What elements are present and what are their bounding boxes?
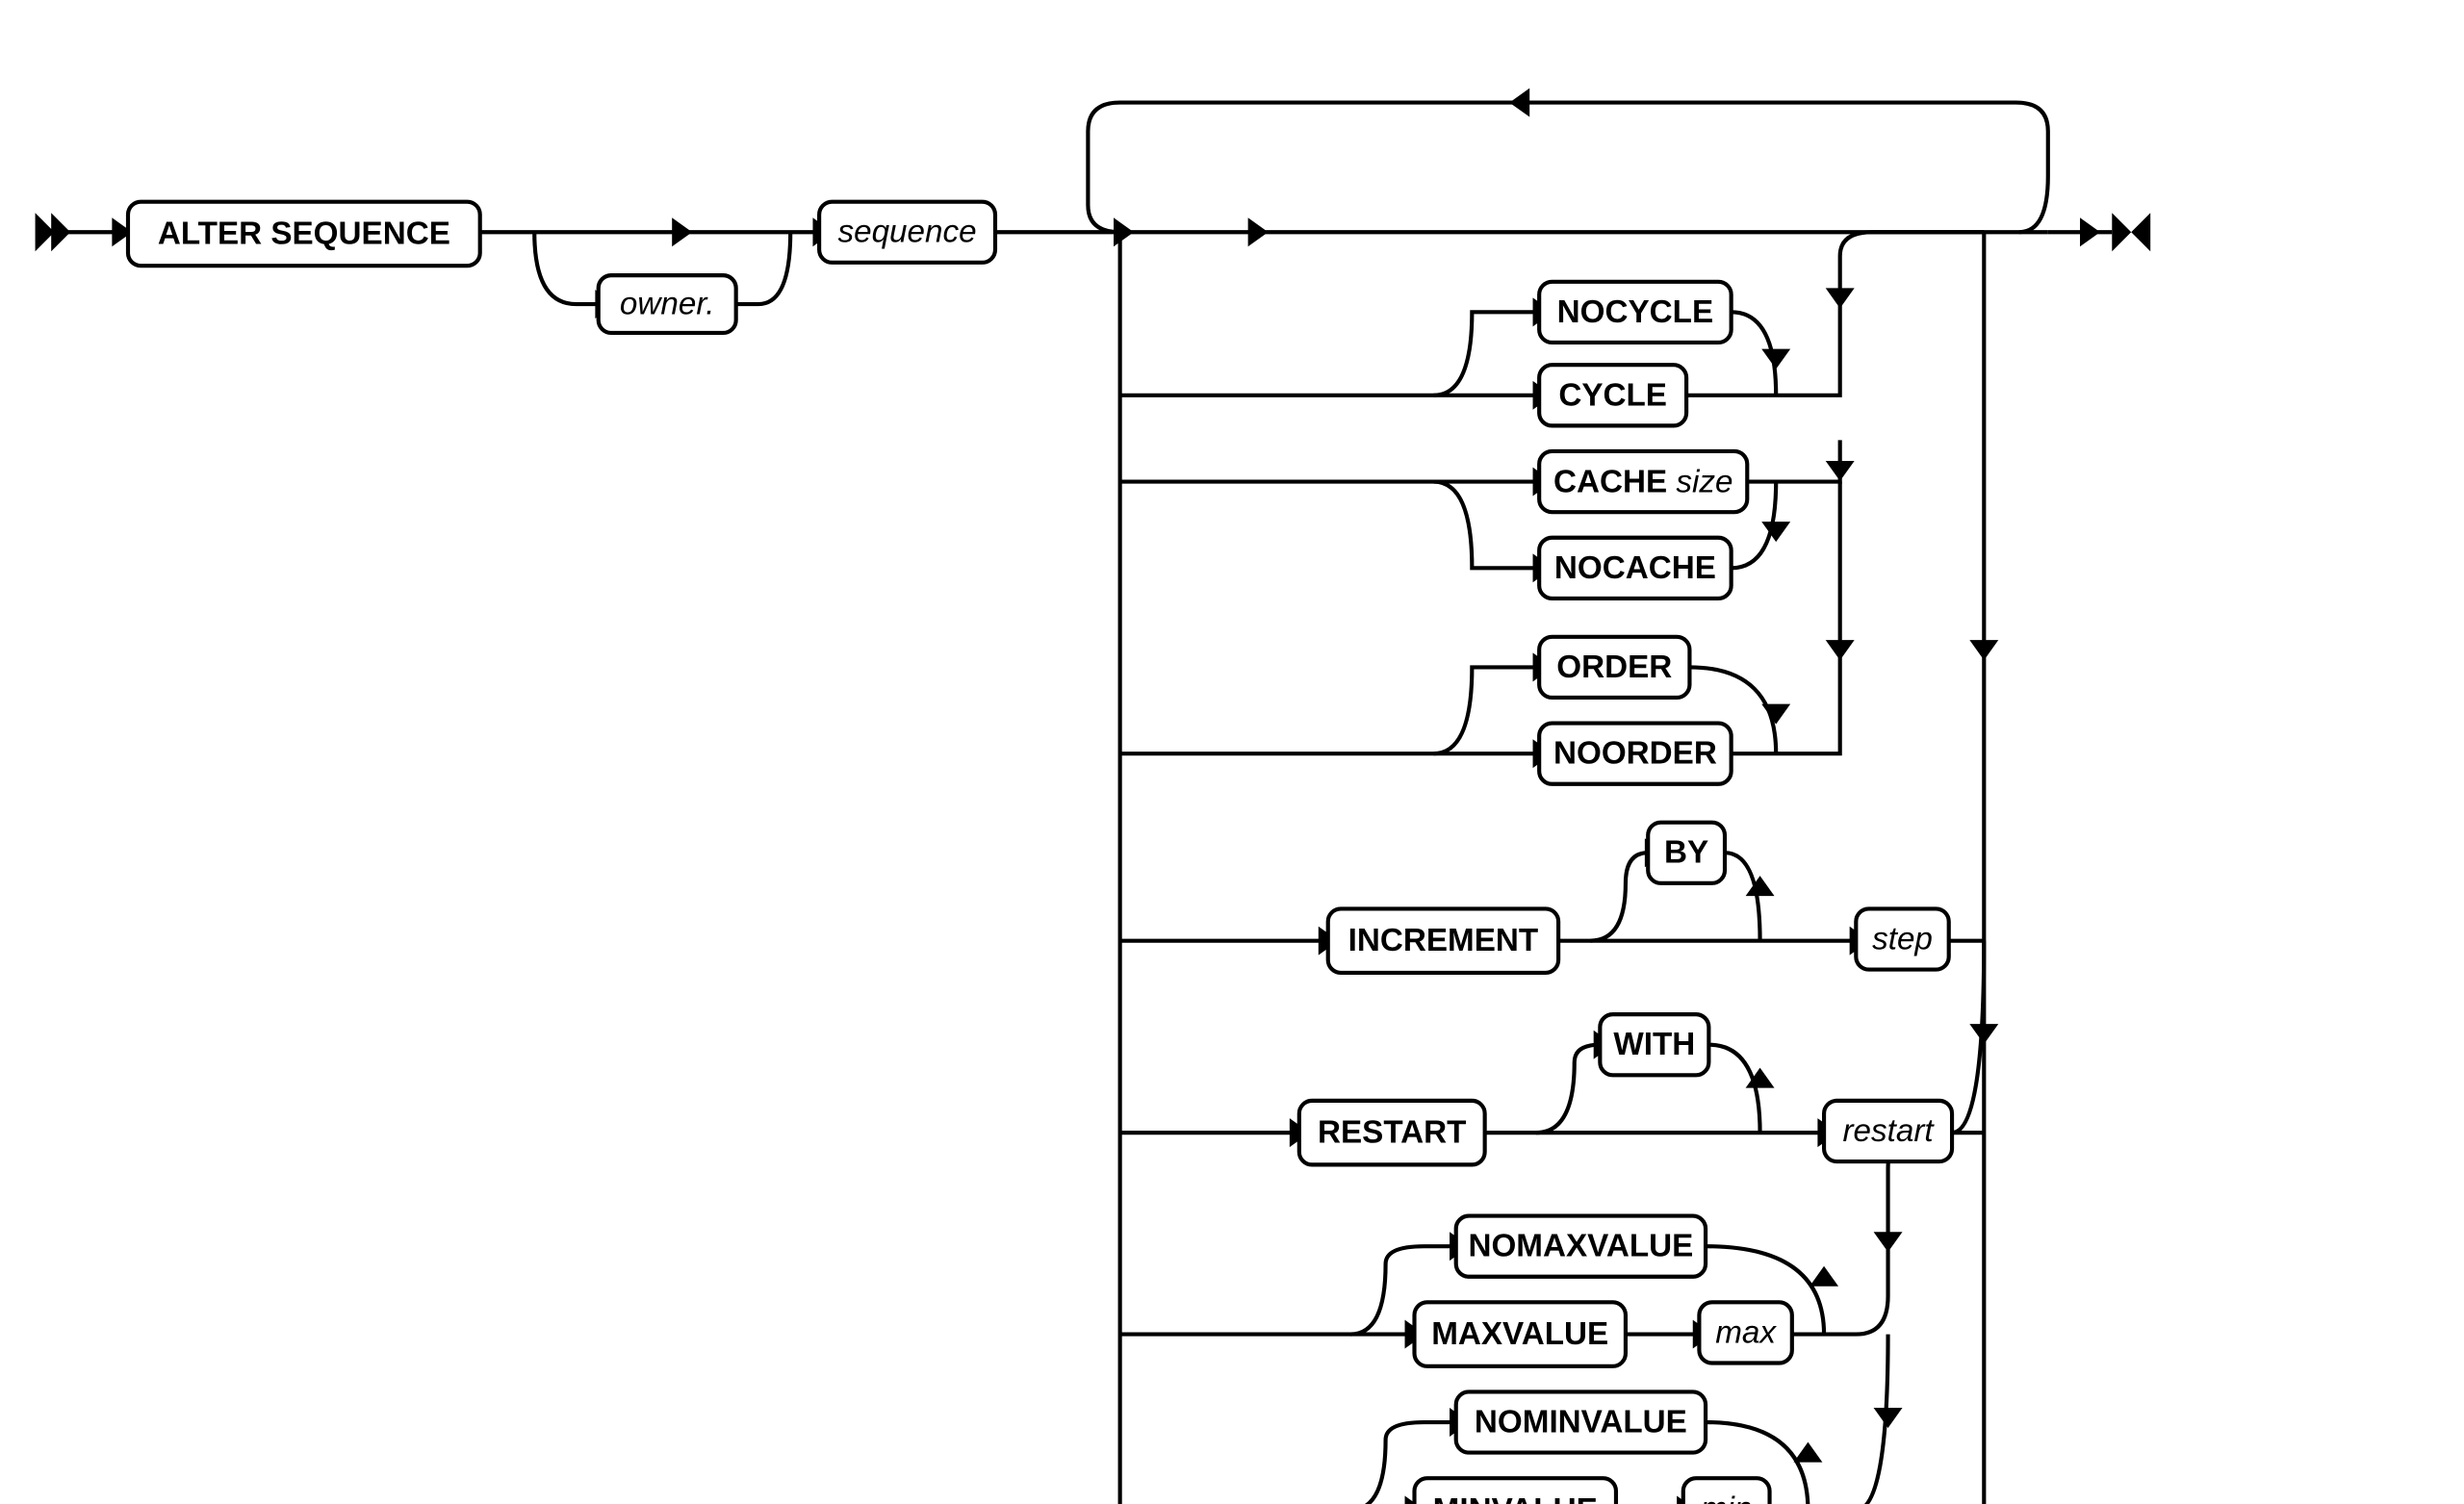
- railroad-diagram: ALTER SEQUENCE owner. sequence NOCYCLE CYCLE…: [0, 0, 2464, 1504]
- node-nocycle: NOCYCLE: [1539, 282, 1731, 343]
- node-label: restart: [1842, 1113, 1935, 1149]
- node-label: NOMINVALUE: [1475, 1405, 1687, 1440]
- node-label: INCREMENT: [1348, 923, 1539, 958]
- arrowhead: [1761, 704, 1790, 725]
- node-label: step: [1872, 921, 1933, 956]
- node-cycle: CYCLE: [1539, 365, 1686, 425]
- arrowhead: [1826, 288, 1855, 308]
- node-label: ORDER: [1556, 650, 1672, 685]
- node-label: max: [1715, 1314, 1777, 1350]
- arrowhead: [1810, 1266, 1838, 1287]
- node-min: min: [1683, 1478, 1770, 1504]
- node-with: WITH: [1600, 1014, 1708, 1075]
- connector: [1708, 1045, 1759, 1133]
- arrowhead: [672, 217, 692, 246]
- node-label: NOCACHE: [1554, 550, 1716, 586]
- connector: [1088, 103, 2047, 233]
- connector: [736, 232, 791, 304]
- node-label: NOCYCLE: [1557, 294, 1714, 330]
- connector: [1433, 667, 1539, 753]
- node-label: min: [1701, 1491, 1753, 1504]
- node-label: owner.: [620, 287, 715, 322]
- connector: [1920, 232, 1984, 1504]
- arrowhead: [1746, 876, 1775, 896]
- arrowhead: [1969, 640, 1998, 660]
- connector: [1433, 482, 1539, 569]
- node-owner: owner.: [599, 275, 736, 333]
- node-label: MAXVALUE: [1431, 1316, 1608, 1352]
- node-label: WITH: [1613, 1027, 1695, 1062]
- node-label: MINVALUE: [1433, 1492, 1598, 1504]
- arrowhead: [1114, 217, 1134, 246]
- node-nomin: NOMINVALUE: [1456, 1391, 1706, 1452]
- arrowhead: [1969, 1024, 1998, 1044]
- node-nomax: NOMAXVALUE: [1456, 1216, 1706, 1277]
- connector: [1725, 853, 1760, 940]
- arrowhead: [1761, 349, 1790, 370]
- node-label: CYCLE: [1558, 377, 1667, 413]
- arrowhead: [1826, 461, 1855, 481]
- connector: [1433, 312, 1539, 395]
- node-label: CACHE size: [1553, 464, 1733, 499]
- arrowhead: [1509, 89, 1529, 117]
- node-label: RESTART: [1318, 1115, 1466, 1151]
- node-incr: INCREMENT: [1328, 908, 1558, 972]
- node-maxv: MAXVALUE: [1415, 1302, 1626, 1365]
- node-alter: ALTER SEQUENCE: [128, 202, 480, 266]
- node-max: max: [1699, 1302, 1791, 1363]
- node-order: ORDER: [1539, 637, 1689, 698]
- node-restart: RESTART: [1299, 1101, 1485, 1164]
- node-nocache: NOCACHE: [1539, 538, 1731, 599]
- node-by: BY: [1648, 823, 1725, 883]
- arrowhead: [1826, 640, 1855, 660]
- railroad-svg: ALTER SEQUENCE owner. sequence NOCYCLE CYCLE…: [0, 0, 2464, 1504]
- connector: [1536, 1045, 1600, 1133]
- arrowhead: [1761, 522, 1790, 542]
- start-terminator: [36, 213, 71, 251]
- arrowhead: [1874, 1408, 1903, 1428]
- arrowhead: [1793, 1442, 1822, 1463]
- node-label: ALTER SEQUENCE: [158, 216, 450, 251]
- node-label: sequence: [837, 215, 976, 250]
- node-label: NOMAXVALUE: [1468, 1229, 1693, 1264]
- connector: [1120, 232, 1184, 1504]
- node-cache: CACHE size: [1539, 451, 1747, 512]
- end-terminator: [2112, 213, 2150, 251]
- arrowhead: [1874, 1232, 1903, 1252]
- node-seq: sequence: [819, 202, 995, 263]
- node-restv: restart: [1824, 1101, 1952, 1161]
- node-label: BY: [1664, 835, 1708, 871]
- connector: [534, 232, 598, 304]
- node-step: step: [1856, 908, 1948, 969]
- node-minv: MINVALUE: [1415, 1478, 1616, 1504]
- arrowhead: [1248, 217, 1269, 246]
- node-label: NOORDER: [1553, 736, 1717, 772]
- node-noorder: NOORDER: [1539, 724, 1731, 784]
- connector: [1590, 853, 1648, 940]
- arrowhead: [2080, 217, 2100, 246]
